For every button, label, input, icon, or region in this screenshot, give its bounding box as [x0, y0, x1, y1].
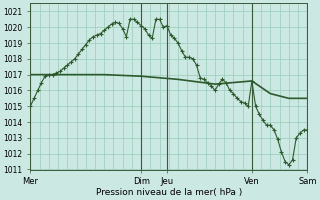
X-axis label: Pression niveau de la mer( hPa ): Pression niveau de la mer( hPa ): [96, 188, 242, 197]
